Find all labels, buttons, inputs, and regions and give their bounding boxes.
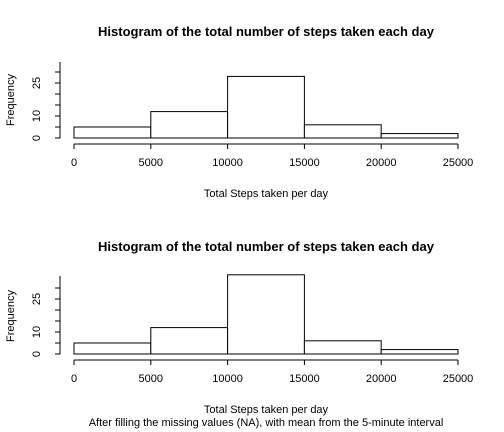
x-axis: 0 5000 10000 15000 20000 25000 bbox=[71, 359, 474, 385]
x-axis-label: Total Steps taken per day bbox=[204, 188, 329, 200]
y-axis: 0 10 25 bbox=[31, 62, 61, 141]
y-tick-label: 10 bbox=[31, 326, 43, 338]
histogram-bar bbox=[150, 111, 229, 139]
histogram-bar bbox=[303, 340, 382, 355]
bars bbox=[73, 75, 459, 139]
histogram-bar bbox=[380, 133, 459, 139]
y-axis-label: Frequency bbox=[5, 290, 17, 342]
y-axis-label: Frequency bbox=[5, 74, 17, 126]
y-axis: 0 10 25 bbox=[31, 276, 61, 357]
chart-title: Histogram of the total number of steps t… bbox=[98, 24, 435, 39]
histogram-bar bbox=[227, 274, 305, 355]
chart-title: Histogram of the total number of steps t… bbox=[98, 239, 435, 254]
x-tick-label: 15000 bbox=[289, 373, 320, 385]
histogram-bar bbox=[73, 126, 152, 139]
x-tick-label: 5000 bbox=[139, 157, 163, 169]
y-tick-label: 25 bbox=[31, 293, 43, 305]
histogram-panel-1: Histogram of the total number of steps t… bbox=[5, 24, 473, 200]
x-tick-label: 0 bbox=[71, 157, 77, 169]
y-tick-label: 10 bbox=[31, 110, 43, 122]
chart-subtitle: After filling the missing values (NA), w… bbox=[89, 417, 444, 429]
histogram-bar bbox=[227, 75, 305, 139]
x-tick-label: 5000 bbox=[139, 373, 163, 385]
x-tick-label: 10000 bbox=[212, 157, 243, 169]
x-tick-label: 25000 bbox=[443, 373, 474, 385]
histogram-panel-2: Histogram of the total number of steps t… bbox=[5, 239, 473, 429]
y-tick-label: 0 bbox=[31, 135, 43, 141]
histogram-bar bbox=[380, 349, 459, 355]
histogram-bar bbox=[303, 124, 382, 139]
x-tick-label: 25000 bbox=[443, 157, 474, 169]
x-tick-label: 10000 bbox=[212, 373, 243, 385]
y-tick-label: 0 bbox=[31, 351, 43, 357]
x-tick-label: 20000 bbox=[366, 157, 397, 169]
x-axis: 0 5000 10000 15000 20000 25000 bbox=[71, 143, 474, 169]
histogram-bar bbox=[73, 342, 152, 355]
y-tick-label: 25 bbox=[31, 77, 43, 89]
x-tick-label: 0 bbox=[71, 373, 77, 385]
histogram-bar bbox=[150, 327, 229, 355]
x-axis-label: Total Steps taken per day bbox=[204, 404, 329, 416]
x-tick-label: 15000 bbox=[289, 157, 320, 169]
x-tick-label: 20000 bbox=[366, 373, 397, 385]
bars bbox=[73, 274, 459, 355]
